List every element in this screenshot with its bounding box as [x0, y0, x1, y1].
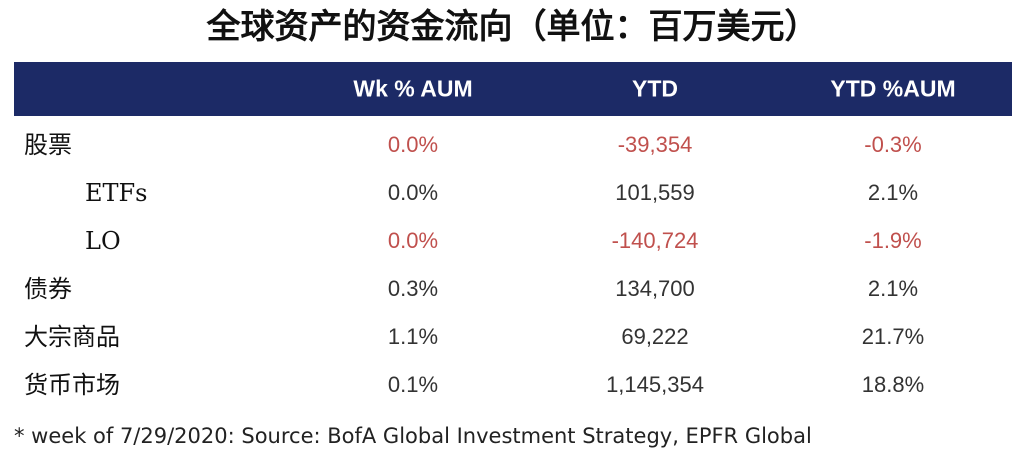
cell: 0.3%: [387, 276, 439, 301]
cell: -39,354: [617, 132, 693, 157]
row-label: 股票: [24, 131, 72, 159]
cell: 134,700: [615, 276, 695, 301]
cell: 21.7%: [861, 324, 925, 349]
cell: 1.1%: [387, 324, 439, 349]
header-bar: [14, 62, 1012, 116]
cell: 0.1%: [387, 372, 439, 397]
row-label: LO: [85, 227, 121, 255]
title: 全球资产的资金流向（单位：百万美元）: [206, 7, 819, 47]
cell: 69,222: [621, 324, 689, 349]
row-label: 债券: [24, 275, 72, 303]
row-label: 大宗商品: [24, 323, 120, 351]
cell: -0.3%: [864, 132, 922, 157]
cell: 2.1%: [867, 276, 919, 301]
row-label: ETFs: [85, 179, 148, 207]
cell: -140,724: [611, 228, 699, 253]
cell: 0.0%: [387, 180, 439, 205]
cell: 101,559: [615, 180, 695, 205]
column-header: YTD: [632, 75, 678, 102]
cell: 0.0%: [387, 132, 439, 157]
cell: 18.8%: [861, 372, 925, 397]
cell: -1.9%: [864, 228, 922, 253]
footnote: * week of 7/29/2020: Source: BofA Global…: [14, 424, 812, 448]
cell: 2.1%: [867, 180, 919, 205]
row-label: 货币市场: [24, 371, 120, 399]
column-header: Wk % AUM: [353, 75, 473, 102]
column-header: YTD %AUM: [830, 75, 956, 102]
cell: 1,145,354: [606, 372, 704, 397]
cell: 0.0%: [387, 228, 439, 253]
